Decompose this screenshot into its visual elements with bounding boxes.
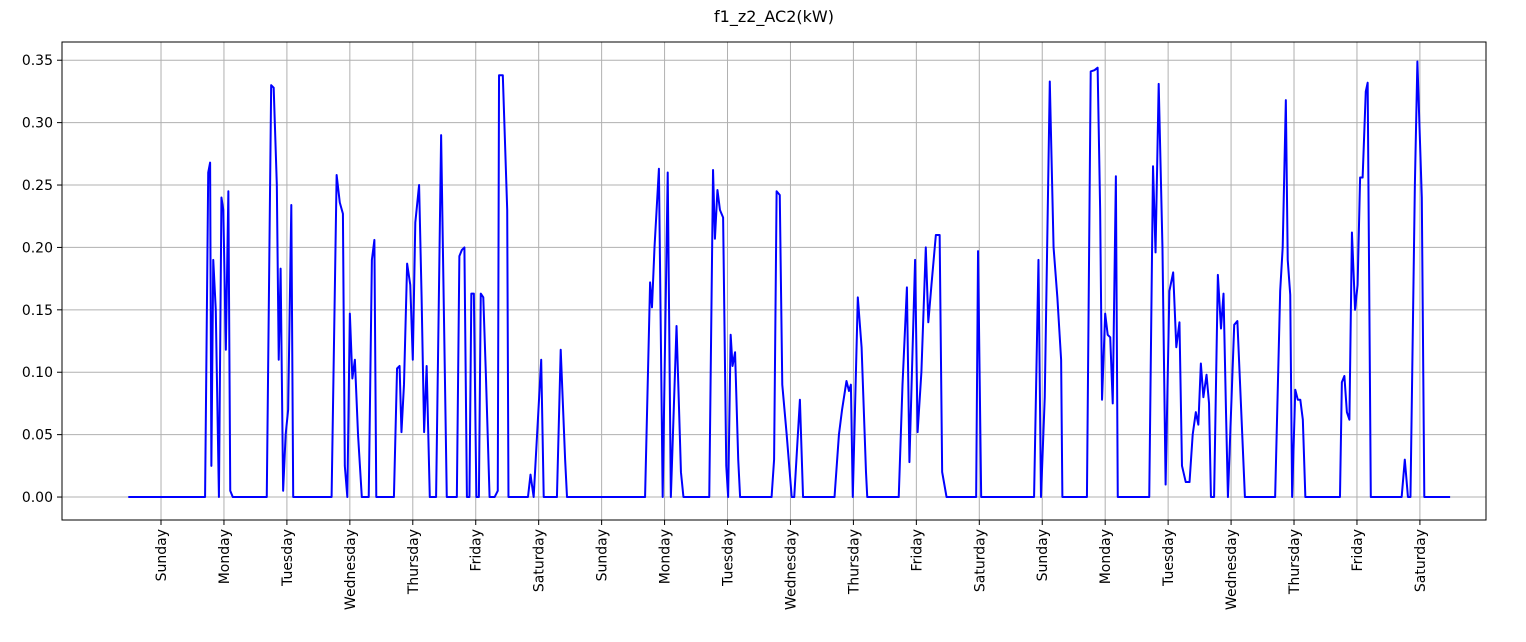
x-tick-label: Wednesday bbox=[343, 529, 359, 610]
x-tick-label: Saturday bbox=[1413, 529, 1429, 592]
y-tick-label: 0.15 bbox=[22, 303, 53, 319]
x-tick-label: Wednesday bbox=[783, 529, 799, 610]
x-tick-label: Thursday bbox=[406, 529, 422, 595]
y-tick-label: 0.00 bbox=[22, 490, 53, 506]
x-tick-label: Tuesday bbox=[721, 529, 737, 587]
y-tick-label: 0.30 bbox=[22, 116, 53, 132]
data-line bbox=[128, 60, 1451, 499]
x-tick-label: Thursday bbox=[846, 529, 862, 595]
x-tick-label: Saturday bbox=[532, 529, 548, 592]
x-tick-label: Monday bbox=[658, 529, 674, 584]
y-tick-label: 0.20 bbox=[22, 240, 53, 256]
plot-frame bbox=[61, 41, 1487, 521]
x-tick-label: Friday bbox=[909, 529, 925, 571]
x-tick-label: Tuesday bbox=[1161, 529, 1177, 587]
x-tick-label: Tuesday bbox=[280, 529, 296, 587]
x-tick-label: Wednesday bbox=[1224, 529, 1240, 610]
x-tick-label: Thursday bbox=[1287, 529, 1303, 595]
x-tick-label: Sunday bbox=[154, 529, 170, 581]
y-tick-label: 0.10 bbox=[22, 365, 53, 381]
x-tick-label: Friday bbox=[469, 529, 485, 571]
x-tick-label: Monday bbox=[217, 529, 233, 584]
x-tick-label: Friday bbox=[1350, 529, 1366, 571]
x-tick-label: Sunday bbox=[595, 529, 611, 581]
y-tick-label: 0.25 bbox=[22, 178, 53, 194]
chart-title: f1_z2_AC2(kW) bbox=[714, 7, 834, 27]
x-tick-label: Saturday bbox=[972, 529, 988, 592]
x-tick-label: Monday bbox=[1098, 529, 1114, 584]
x-tick-label: Sunday bbox=[1035, 529, 1051, 581]
y-tick-label: 0.05 bbox=[22, 428, 53, 444]
y-tick-label: 0.35 bbox=[22, 53, 53, 69]
